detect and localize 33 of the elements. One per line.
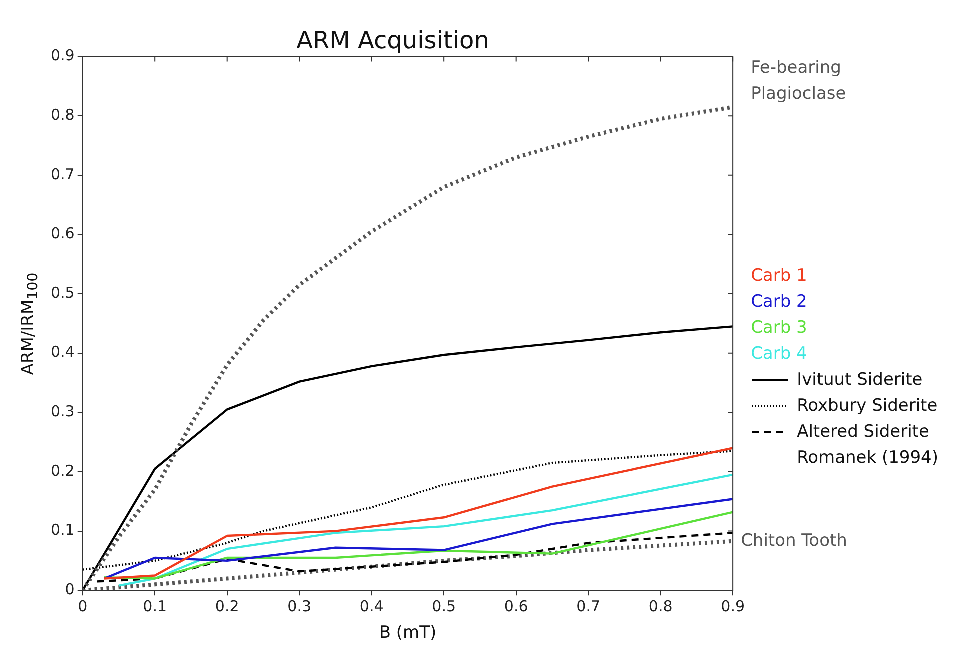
text: Carb 4 (751, 343, 808, 366)
text: Romanek (1994) (796, 447, 938, 470)
text: Carb 2 (751, 291, 808, 314)
x-tick-label: 0.5 (432, 597, 456, 616)
x-tick-label: 0.7 (576, 597, 601, 616)
x-axis-title: B (mT) (379, 623, 437, 644)
series-label: Fe-bearing Plagioclase (751, 57, 848, 106)
y-tick-label: 0 (65, 580, 75, 598)
y-tick-label: 0.3 (50, 402, 75, 421)
x-tick-label: 0.1 (143, 597, 168, 616)
y-tick-label: 0.2 (50, 462, 75, 480)
x-tick-label: 0.3 (288, 597, 312, 616)
x-tick-label: 0.8 (648, 597, 673, 616)
legend-label: Altered Siderite (797, 421, 930, 444)
legend-label: Roxbury Siderite (797, 395, 938, 418)
x-tick-label: 0.4 (360, 597, 384, 616)
y-tick-label: 0.4 (50, 343, 75, 362)
x-tick-label: 0.2 (215, 597, 240, 616)
x-tick-label: 0 (78, 597, 88, 616)
y-tick-label: 0.5 (50, 284, 75, 302)
x-tick-label: 0.6 (504, 597, 528, 616)
y-tick-label: 0.8 (50, 106, 75, 124)
y-tick-label: 0.1 (50, 521, 75, 540)
chart-title: ARM Acquisition (296, 26, 490, 55)
series-label: Chiton Tooth (741, 530, 848, 554)
text: Carb 3 (751, 317, 808, 340)
y-tick-label: 0.9 (50, 46, 75, 65)
y-tick-label: 0.7 (50, 165, 75, 184)
legend-label: Ivituut Siderite (797, 369, 923, 392)
text: Carb 1 (751, 265, 808, 288)
y-tick-label: 0.6 (50, 224, 75, 243)
x-tick-label: 0.9 (721, 597, 745, 616)
line-series (96, 532, 734, 583)
